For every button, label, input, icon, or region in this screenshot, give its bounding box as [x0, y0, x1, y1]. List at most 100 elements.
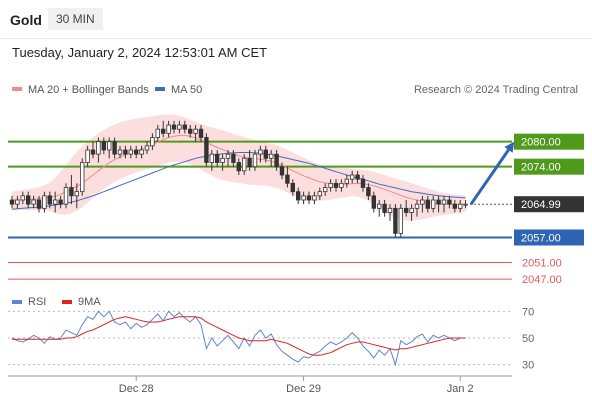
- candle-body: [355, 174, 360, 180]
- rsi-legend-swatch: [12, 300, 22, 304]
- last-price-tag: [514, 196, 584, 213]
- candle-body: [231, 153, 236, 163]
- candle-body: [166, 124, 171, 134]
- resistance-label: 2080.00: [521, 137, 561, 149]
- minor-label: 2047.00: [522, 274, 562, 286]
- candle-body: [376, 203, 382, 209]
- candle-body: [144, 145, 150, 151]
- ma9-legend-swatch: [62, 300, 72, 304]
- rsi-level-label: 50: [522, 333, 534, 345]
- candle-body: [187, 128, 193, 134]
- candle-body: [198, 128, 204, 138]
- candle-body: [274, 153, 279, 168]
- legend-ma20: MA 20 + Bollinger Bands: [12, 84, 149, 96]
- candle-body: [447, 199, 452, 205]
- candle-body: [128, 149, 133, 155]
- candle-body: [177, 124, 182, 130]
- candle-body: [268, 153, 274, 159]
- candle-body: [312, 195, 317, 201]
- header-bar: Gold 30 MIN: [0, 0, 592, 39]
- candle-body: [285, 174, 290, 184]
- candle-body: [403, 207, 409, 213]
- candle-body: [117, 149, 123, 155]
- candle-body: [457, 203, 463, 209]
- timeframe-selector[interactable]: 30 MIN: [48, 8, 103, 30]
- candle-body: [295, 191, 301, 201]
- candle-body: [430, 199, 436, 209]
- candle-body: [182, 124, 187, 130]
- support-tag: [514, 229, 584, 246]
- candle-body: [20, 195, 25, 201]
- candle-body: [214, 153, 220, 163]
- legend-ma50: MA 50: [155, 84, 202, 96]
- candle-body: [36, 199, 42, 209]
- timestamp: Tuesday, January 2, 2024 12:53:01 AM CET: [12, 45, 268, 60]
- candle-body: [9, 199, 15, 205]
- candle-body: [360, 178, 366, 188]
- candle-body: [112, 141, 117, 155]
- candle-body: [420, 199, 425, 205]
- candle-body: [414, 203, 420, 209]
- candle-body: [279, 166, 285, 176]
- candle-body: [220, 157, 225, 163]
- candle-body: [258, 149, 263, 155]
- candle-body: [425, 199, 430, 209]
- legend-ma50-label: MA 50: [171, 84, 203, 96]
- candle-body: [339, 182, 344, 188]
- candle-body: [393, 207, 398, 234]
- candle-body: [387, 207, 393, 213]
- candle-body: [204, 137, 209, 163]
- candle-body: [150, 137, 155, 147]
- candle-body: [452, 203, 457, 209]
- minor-label: 2051.00: [522, 258, 562, 270]
- candle-body: [441, 199, 447, 205]
- candle-body: [366, 187, 371, 197]
- time-tick-label: Dec 29: [286, 383, 321, 395]
- rsi-level-label: 30: [522, 360, 534, 372]
- candle-body: [31, 199, 36, 205]
- support-label: 2057.00: [521, 233, 561, 245]
- candle-body: [63, 187, 69, 205]
- candle-body: [225, 153, 231, 159]
- candle-body: [171, 124, 177, 130]
- candle-body: [160, 128, 166, 134]
- candle-body: [69, 187, 74, 197]
- candle-body: [42, 195, 47, 209]
- credit-text: Research © 2024 Trading Central: [413, 84, 578, 96]
- candle-body: [193, 128, 198, 134]
- candle-body: [15, 199, 20, 205]
- candle-body: [463, 203, 468, 206]
- candle-body: [301, 195, 306, 201]
- candle-body: [333, 182, 339, 188]
- candle-body: [317, 191, 322, 197]
- candle-body: [263, 149, 268, 159]
- candle-body: [53, 199, 58, 205]
- candle-body: [107, 141, 112, 151]
- candle-body: [101, 141, 106, 151]
- forecast-arrow-head: [504, 141, 515, 153]
- candle-body: [139, 149, 144, 155]
- candle-body: [382, 203, 387, 213]
- candle-body: [398, 207, 403, 234]
- candle-body: [90, 149, 96, 155]
- candle-body: [344, 178, 349, 184]
- ma20-line: [12, 134, 466, 205]
- candle-body: [322, 187, 328, 193]
- time-tick-label: Dec 28: [119, 383, 154, 395]
- candle-body: [80, 162, 85, 193]
- resistance-label: 2074.00: [521, 162, 561, 174]
- candle-body: [123, 149, 128, 155]
- rsi-level-label: 70: [522, 306, 534, 318]
- ma50-swatch: [155, 87, 165, 92]
- 9ma-line: [12, 316, 466, 356]
- candle-body: [328, 182, 333, 188]
- candle-body: [47, 195, 52, 205]
- candle-body: [349, 174, 355, 180]
- candle-body: [241, 157, 247, 172]
- candle-body: [371, 195, 376, 209]
- resistance-tag: [514, 133, 584, 150]
- candle-body: [133, 149, 139, 155]
- candle-body: [290, 182, 295, 193]
- ma9-legend-label: 9MA: [78, 296, 101, 308]
